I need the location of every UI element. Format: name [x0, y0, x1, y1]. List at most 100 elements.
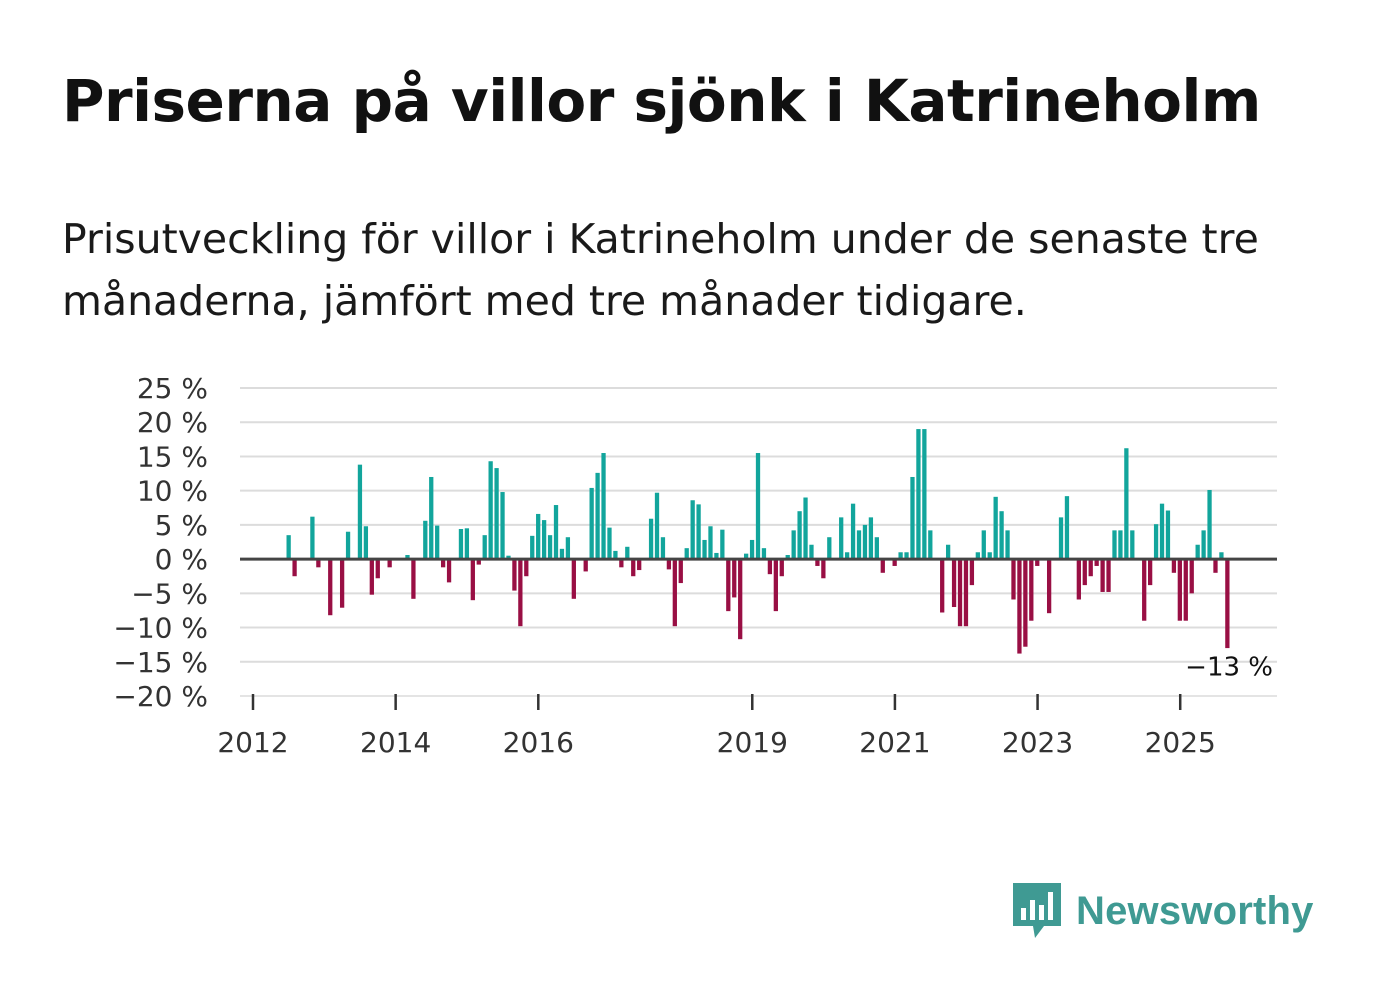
bar: [1207, 489, 1212, 560]
bar: [773, 559, 778, 612]
bar: [987, 552, 992, 560]
bar: [375, 559, 380, 579]
bar: [856, 530, 862, 560]
bar: [1189, 559, 1194, 594]
bar: [666, 559, 672, 570]
y-tick-label: 25 %: [137, 372, 208, 405]
bar: [476, 559, 481, 565]
bar: [1076, 559, 1081, 600]
bar: [1183, 559, 1188, 621]
bar: [357, 464, 363, 560]
bar: [637, 559, 642, 571]
bar: [1088, 559, 1093, 577]
bar: [761, 548, 767, 560]
bar: [512, 559, 517, 591]
bar: [743, 553, 749, 560]
bar: [827, 537, 832, 560]
bar: [981, 530, 986, 560]
bar: [619, 559, 624, 568]
bar: [500, 492, 505, 560]
chart-subtitle: Prisutveckling för villor i Katrineholm …: [62, 215, 1259, 325]
bar: [405, 555, 410, 560]
bar: [595, 472, 600, 560]
bar: [928, 530, 933, 560]
bar: [1011, 559, 1016, 600]
bar: [536, 513, 541, 560]
bar: [464, 528, 470, 560]
bar: [821, 559, 826, 579]
last-value-label: −13 %: [1185, 652, 1273, 682]
y-tick-label: 15 %: [137, 440, 208, 473]
bar: [1225, 559, 1230, 649]
bar: [797, 511, 802, 560]
bar: [565, 537, 571, 560]
y-axis-labels: 25 %20 %15 %10 %5 %0 %−5 %−10 %−15 %−20 …: [113, 372, 208, 713]
bar: [482, 535, 487, 560]
bar: [803, 497, 808, 560]
bar: [1029, 559, 1034, 621]
bar: [708, 526, 713, 560]
bar: [844, 552, 850, 560]
bar: [1118, 530, 1123, 560]
bar: [1005, 530, 1010, 560]
bar: [993, 496, 998, 560]
bar: [1124, 448, 1129, 560]
bar: [732, 559, 737, 598]
x-tick-label: 2023: [1002, 726, 1073, 759]
bar: [583, 559, 588, 572]
bar: [999, 511, 1004, 560]
bar: [1195, 544, 1200, 560]
bar-chart-logo-icon: [1013, 883, 1061, 938]
bar: [726, 559, 731, 612]
bar: [1153, 524, 1159, 560]
y-tick-label: −15 %: [113, 646, 208, 679]
bar: [488, 461, 493, 560]
newsworthy-brand: Newsworthy: [1010, 880, 1314, 942]
bar: [862, 524, 868, 560]
bar: [1100, 559, 1105, 592]
bar: [559, 548, 565, 560]
bar: [767, 559, 773, 575]
x-tick-label: 2012: [217, 726, 288, 759]
bar: [339, 559, 345, 608]
bar: [755, 453, 761, 560]
bar: [1106, 559, 1111, 592]
bar: [1165, 510, 1171, 560]
bar: [654, 492, 660, 560]
bar: [541, 520, 547, 560]
bar: [1064, 496, 1070, 560]
bar: [916, 429, 921, 560]
bar: [969, 559, 975, 586]
bar: [1035, 559, 1040, 566]
bar: [815, 559, 820, 566]
bar: [369, 559, 374, 595]
bar: [1213, 559, 1218, 573]
bar: [470, 559, 475, 601]
bar: [631, 559, 636, 577]
y-tick-label: −10 %: [113, 612, 208, 645]
bar: [518, 559, 523, 627]
bar: [702, 539, 707, 560]
bar: [607, 527, 612, 560]
bar: [1082, 559, 1087, 586]
bar: [494, 468, 499, 560]
bar: [738, 559, 743, 640]
bar: [1142, 559, 1147, 621]
bar: [749, 539, 755, 560]
x-tick-label: 2021: [859, 726, 930, 759]
bar: [506, 555, 511, 560]
x-tick-label: 2016: [503, 726, 574, 759]
x-axis-ticks: 2012 2014 2016 2019 2021 2023 2025: [217, 694, 1216, 759]
bar: [1177, 559, 1182, 621]
bar: [1058, 517, 1064, 560]
bar: [345, 531, 351, 560]
bar: [547, 535, 553, 560]
bar: [963, 559, 969, 627]
y-tick-label: −5 %: [131, 577, 208, 610]
brand-name: Newsworthy: [1076, 888, 1314, 933]
bar: [553, 505, 559, 560]
bars: [286, 429, 1230, 654]
bar: [625, 546, 630, 560]
bar: [316, 559, 321, 568]
bar: [589, 487, 594, 560]
